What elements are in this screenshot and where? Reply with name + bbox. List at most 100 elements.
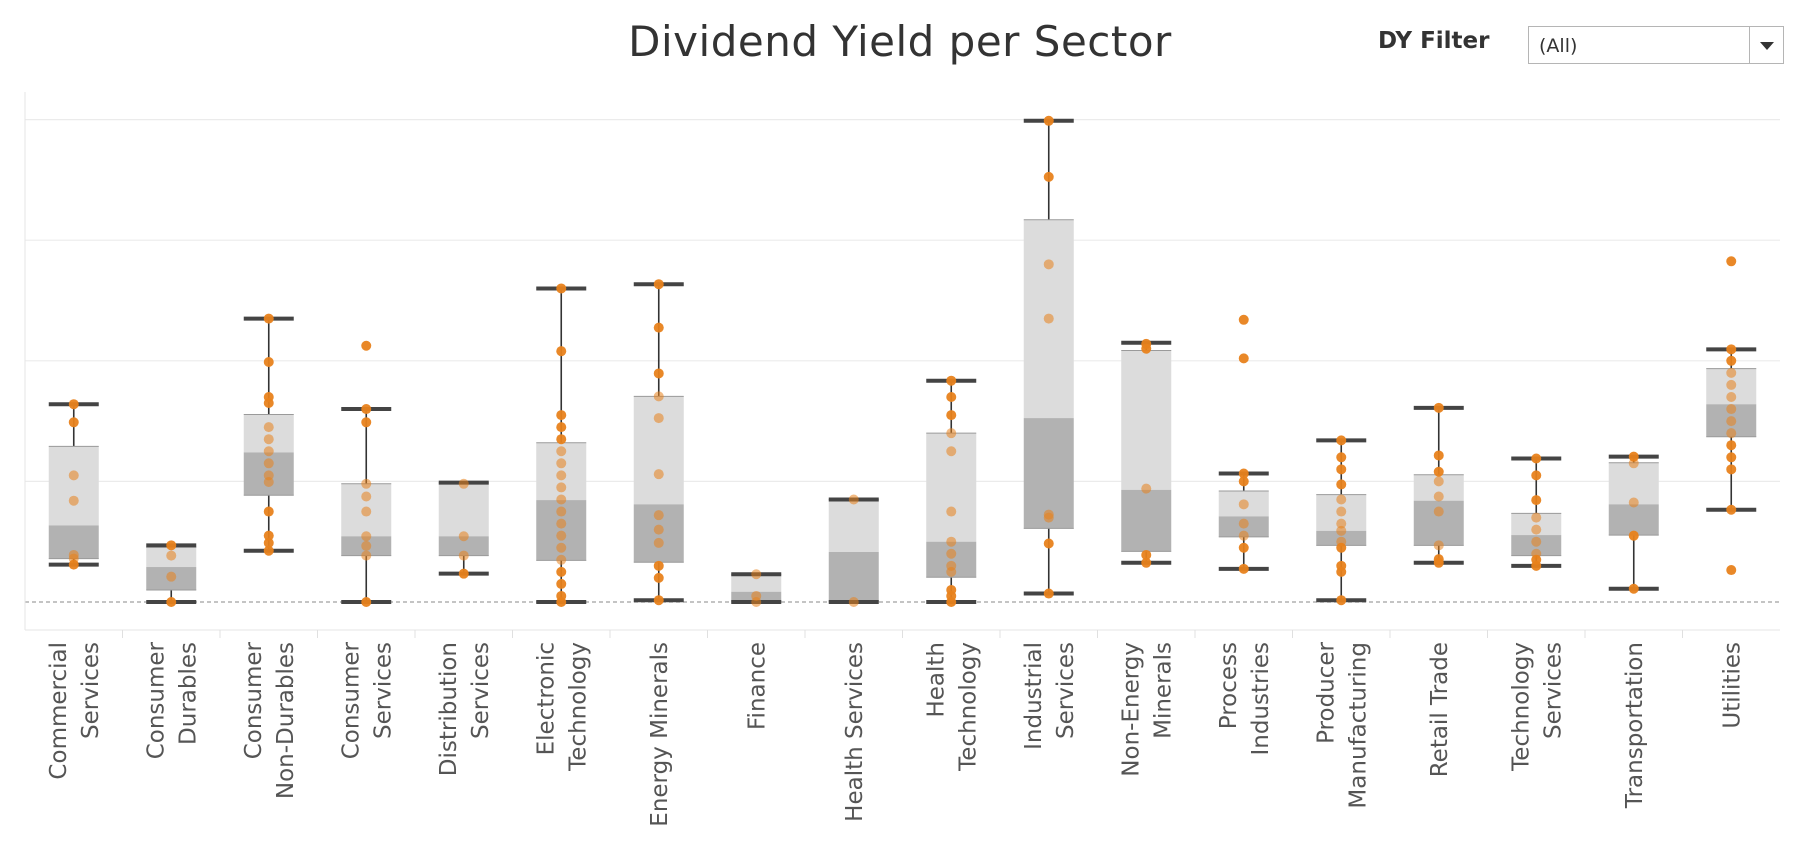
tick-label-energy-minerals: Energy Minerals (647, 642, 673, 827)
data-point-technology-services (1531, 548, 1542, 559)
data-point-utilities (1726, 344, 1737, 355)
tick-label-technology-services: Technology (1508, 642, 1534, 772)
tick-label-electronic-technology: Technology (565, 642, 591, 772)
data-point-producer-manufacturing (1336, 494, 1347, 505)
box-lower-health-services (828, 551, 879, 602)
data-point-energy-minerals (653, 510, 664, 521)
data-point-commercial-services (68, 417, 79, 428)
tick-label-producer-manufacturing: Manufacturing (1345, 642, 1371, 809)
data-point-consumer-services (361, 340, 372, 351)
data-point-technology-services (1531, 470, 1542, 481)
tick-label-non-energy-minerals: Minerals (1150, 642, 1176, 739)
data-point-utilities (1726, 452, 1737, 463)
data-point-consumer-services (361, 478, 372, 489)
data-point-retail-trade (1433, 476, 1444, 487)
box-upper-finance (731, 574, 782, 592)
data-point-consumer-non-durables (263, 470, 274, 481)
data-point-health-technology (946, 391, 957, 402)
data-point-technology-services (1531, 512, 1542, 523)
tick-label-distribution-services: Services (468, 642, 494, 739)
data-point-health-technology (946, 410, 957, 421)
data-point-consumer-services (361, 417, 372, 428)
data-point-consumer-non-durables (263, 313, 274, 324)
data-point-industrial-services (1043, 538, 1054, 549)
data-point-process-industries (1238, 542, 1249, 553)
data-point-energy-minerals (653, 279, 664, 290)
data-point-producer-manufacturing (1336, 452, 1347, 463)
data-point-process-industries (1238, 530, 1249, 541)
data-point-electronic-technology (556, 578, 567, 589)
data-point-energy-minerals (653, 391, 664, 402)
data-point-consumer-non-durables (263, 391, 274, 402)
data-point-retail-trade (1433, 540, 1444, 551)
data-point-electronic-technology (556, 434, 567, 445)
data-point-process-industries (1238, 476, 1249, 487)
data-point-consumer-non-durables (263, 458, 274, 469)
data-point-retail-trade (1433, 491, 1444, 502)
data-point-consumer-non-durables (263, 530, 274, 541)
data-point-producer-manufacturing (1336, 518, 1347, 529)
data-point-transportation (1628, 497, 1639, 508)
data-point-electronic-technology (556, 554, 567, 565)
data-point-finance (751, 590, 762, 601)
dy-filter-dropdown[interactable]: (All) (1528, 26, 1784, 64)
tick-label-non-energy-minerals: Non-Energy (1118, 642, 1144, 777)
chevron-down-icon[interactable] (1749, 27, 1783, 63)
data-point-retail-trade (1433, 450, 1444, 461)
data-point-consumer-durables (166, 597, 177, 607)
data-point-electronic-technology (556, 446, 567, 457)
data-point-technology-services (1531, 453, 1542, 464)
data-point-producer-manufacturing (1336, 464, 1347, 475)
data-point-electronic-technology (556, 542, 567, 553)
data-point-producer-manufacturing (1336, 479, 1347, 490)
tick-label-health-technology: Health (923, 642, 949, 718)
data-point-health-services (848, 597, 859, 607)
data-point-health-technology (946, 375, 957, 386)
page-title: Dividend Yield per Sector (628, 17, 1172, 66)
data-point-producer-manufacturing (1336, 506, 1347, 517)
data-point-health-technology (946, 536, 957, 547)
data-point-utilities (1726, 256, 1737, 267)
box-upper-transportation (1608, 462, 1659, 505)
tick-label-consumer-services: Services (370, 642, 396, 739)
data-point-distribution-services (458, 478, 469, 489)
data-point-electronic-technology (556, 458, 567, 469)
data-point-electronic-technology (556, 590, 567, 601)
data-point-health-technology (946, 506, 957, 517)
data-point-energy-minerals (653, 469, 664, 480)
data-point-energy-minerals (653, 560, 664, 571)
data-point-industrial-services (1043, 588, 1054, 599)
data-point-health-technology (946, 560, 957, 571)
data-point-energy-minerals (653, 413, 664, 424)
data-point-industrial-services (1043, 115, 1054, 126)
box-upper-commercial-services (48, 446, 99, 526)
data-point-utilities (1726, 428, 1737, 439)
tick-label-finance: Finance (744, 642, 770, 730)
data-point-process-industries (1238, 518, 1249, 529)
data-point-consumer-non-durables (263, 422, 274, 433)
data-point-process-industries (1238, 314, 1249, 325)
data-point-non-energy-minerals (1141, 549, 1152, 560)
data-point-industrial-services (1043, 313, 1054, 324)
box-lower-distribution-services (438, 536, 489, 556)
data-point-consumer-services (361, 597, 372, 607)
data-point-energy-minerals (653, 524, 664, 535)
tick-label-commercial-services: Services (78, 642, 104, 739)
data-point-non-energy-minerals (1141, 557, 1152, 568)
box-upper-non-energy-minerals (1121, 350, 1172, 490)
data-point-process-industries (1238, 563, 1249, 574)
data-point-process-industries (1238, 499, 1249, 510)
data-point-non-energy-minerals (1141, 483, 1152, 494)
data-point-producer-manufacturing (1336, 560, 1347, 571)
data-point-retail-trade (1433, 554, 1444, 565)
data-point-utilities (1726, 391, 1737, 402)
data-point-commercial-services (68, 549, 79, 560)
data-point-utilities (1726, 416, 1737, 427)
data-point-producer-manufacturing (1336, 536, 1347, 547)
data-point-technology-services (1531, 536, 1542, 547)
data-point-commercial-services (68, 399, 79, 410)
data-point-consumer-non-durables (263, 506, 274, 517)
data-point-utilities (1726, 565, 1737, 576)
data-point-energy-minerals (653, 595, 664, 606)
data-point-consumer-durables (166, 571, 177, 582)
